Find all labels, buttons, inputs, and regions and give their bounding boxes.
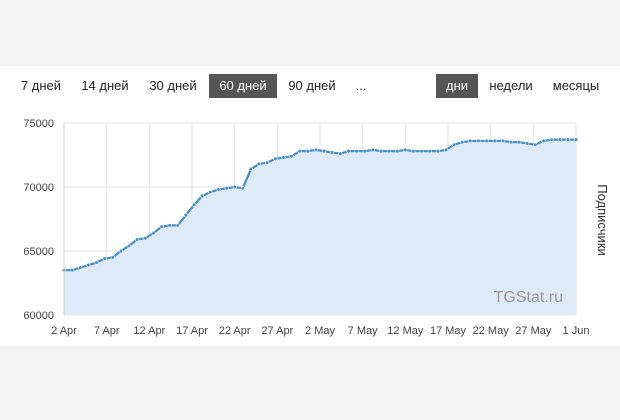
- data-point: [378, 149, 384, 154]
- y-axis-labels: 60000 65000 70000 75000: [23, 118, 54, 322]
- y-axis-title: Подписчики: [595, 184, 610, 256]
- data-point: [313, 147, 318, 152]
- x-tick-label: 12 Apr: [133, 325, 165, 337]
- data-point: [86, 263, 91, 268]
- data-point: [346, 149, 351, 154]
- data-point: [248, 167, 253, 172]
- more-ranges-button[interactable]: ...: [355, 78, 367, 93]
- x-tick-label: 7 Apr: [94, 325, 120, 337]
- y-tick-label: 70000: [23, 182, 54, 194]
- data-point: [135, 237, 140, 242]
- x-tick-label: 27 Apr: [261, 325, 293, 337]
- x-axis-labels: 2 Apr 7 Apr 12 Apr 17 Apr 22 Apr 27 Apr 2 May 7…: [51, 325, 589, 337]
- data-point: [403, 147, 408, 152]
- period-months-button[interactable]: месяцы: [552, 78, 600, 93]
- data-point: [354, 149, 359, 154]
- data-point: [289, 154, 294, 159]
- data-point: [330, 150, 335, 155]
- data-point: [435, 149, 440, 154]
- data-point: [216, 187, 221, 192]
- data-point: [517, 140, 522, 145]
- x-tick-label: 22 May: [473, 325, 510, 337]
- data-point: [70, 268, 75, 273]
- data-point: [256, 161, 262, 167]
- data-point: [273, 156, 278, 161]
- data-point: [183, 213, 188, 218]
- data-point: [387, 149, 392, 154]
- x-tick-label: 17 May: [430, 325, 467, 337]
- data-point: [151, 231, 156, 236]
- data-point: [484, 138, 489, 143]
- data-point: [126, 243, 132, 248]
- data-points: [61, 137, 579, 273]
- data-point: [508, 140, 514, 145]
- data-point: [395, 149, 400, 154]
- data-point: [191, 202, 197, 207]
- data-point: [476, 138, 481, 143]
- data-point: [78, 265, 83, 270]
- range-30-days-button[interactable]: 30 дней: [149, 78, 197, 93]
- data-point: [468, 138, 473, 143]
- data-point: [102, 256, 107, 261]
- x-tick-label: 2 May: [305, 325, 335, 337]
- data-point: [167, 223, 172, 228]
- x-tick-label: 27 May: [515, 325, 552, 337]
- data-point: [94, 260, 99, 265]
- data-point: [549, 137, 554, 142]
- data-point: [362, 149, 367, 154]
- data-point: [427, 149, 432, 154]
- data-point: [541, 138, 546, 143]
- data-point: [419, 149, 424, 154]
- data-point: [232, 184, 237, 190]
- data-point: [533, 142, 538, 147]
- data-point: [208, 190, 213, 195]
- data-point: [338, 151, 343, 156]
- x-tick-label: 17 Apr: [176, 325, 208, 337]
- range-60-days-button[interactable]: 60 дней: [209, 74, 277, 98]
- data-point: [175, 223, 180, 228]
- watermark: TGStat.ru: [494, 289, 563, 306]
- y-tick-label: 60000: [23, 310, 54, 322]
- series-line: [64, 138, 576, 272]
- data-point: [452, 142, 457, 147]
- data-point: [370, 147, 375, 152]
- data-point: [305, 149, 310, 154]
- y-tick-label: 65000: [23, 246, 54, 258]
- data-point: [240, 186, 245, 191]
- x-tick-label: 12 May: [387, 325, 424, 337]
- x-tick-label: 22 Apr: [219, 325, 251, 337]
- data-point: [411, 149, 416, 154]
- range-7-days-button[interactable]: 7 дней: [20, 78, 62, 93]
- data-point: [525, 141, 530, 146]
- data-point: [500, 138, 505, 143]
- data-point: [565, 137, 570, 142]
- data-point: [281, 155, 286, 160]
- data-point: [557, 137, 562, 142]
- data-point: [200, 193, 205, 199]
- data-point: [265, 160, 270, 165]
- data-point: [492, 138, 497, 143]
- data-point: [143, 236, 148, 241]
- x-tick-label: 2 Apr: [51, 325, 77, 337]
- x-tick-label: 1 Jun: [563, 325, 590, 337]
- data-point: [322, 149, 327, 154]
- area-fill: [64, 139, 576, 315]
- data-point: [159, 224, 164, 229]
- data-point: [110, 255, 115, 260]
- range-90-days-button[interactable]: 90 дней: [288, 78, 336, 93]
- range-14-days-button[interactable]: 14 дней: [81, 78, 129, 93]
- x-tick-label: 7 May: [348, 325, 378, 337]
- data-point: [460, 140, 465, 145]
- y-tick-label: 75000: [23, 118, 54, 130]
- period-weeks-button[interactable]: недели: [489, 78, 533, 93]
- data-point: [573, 137, 579, 142]
- period-days-button[interactable]: дни: [436, 74, 478, 98]
- data-point: [224, 186, 229, 191]
- data-point: [443, 147, 449, 152]
- data-point: [118, 248, 123, 254]
- data-point: [297, 149, 302, 154]
